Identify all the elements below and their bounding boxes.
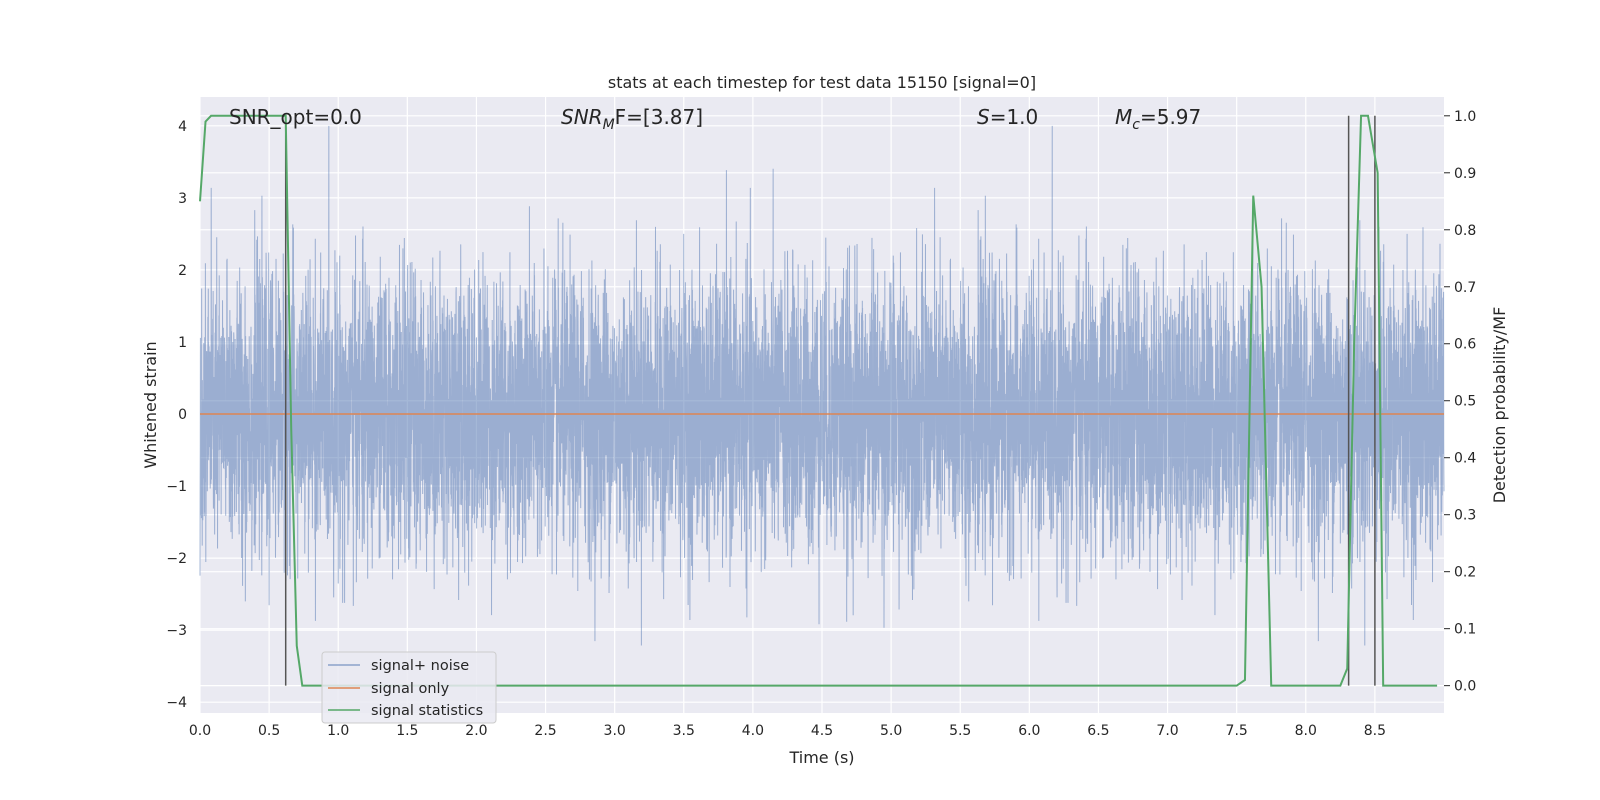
- x-tick-label: 1.5: [396, 723, 418, 739]
- x-tick-label: 4.0: [742, 723, 764, 739]
- y-axis-label: Whitened strain: [141, 341, 160, 468]
- x-tick-label: 6.0: [1018, 723, 1040, 739]
- y2-tick-label: 0.4: [1454, 451, 1476, 467]
- legend-label-signal-statistics: signal statistics: [371, 703, 483, 719]
- y2-tick-label: 0.0: [1454, 679, 1476, 695]
- x-tick-label: 3.0: [604, 723, 626, 739]
- s-value: =1.0: [990, 105, 1039, 129]
- x-tick-label: 3.5: [673, 723, 695, 739]
- y-tick-label: −4: [166, 695, 187, 711]
- y2-tick-label: 1.0: [1454, 109, 1476, 125]
- y-tick-label: 0: [178, 407, 187, 423]
- snr-mf-rest: F=[3.87]: [615, 105, 703, 129]
- ticks-layer: 0.0 0.5 1.0 1.5 2.0 2.5 3.0 3.5 4.0 4.5 5.0 5.5 6.0 6…: [166, 109, 1476, 739]
- legend: signal+ noise signal only signal statist…: [321, 651, 497, 724]
- mc-value: =5.97: [1140, 105, 1201, 129]
- legend-box: [321, 651, 497, 724]
- snr-mf-sub: M: [603, 117, 615, 133]
- x-tick-label: 6.5: [1087, 723, 1109, 739]
- x-tick-label: 5.5: [949, 723, 971, 739]
- series-layer: [199, 114, 1444, 687]
- y-tick-label: 1: [178, 335, 187, 351]
- x-tick-label: 7.5: [1226, 723, 1248, 739]
- y-tick-label: 2: [178, 263, 187, 279]
- x-tick-label: 8.0: [1295, 723, 1317, 739]
- y-tick-label: 3: [178, 191, 187, 207]
- y2-tick-label: 0.8: [1454, 223, 1476, 239]
- x-tick-label: 0.0: [189, 723, 211, 739]
- y2-tick-label: 0.9: [1454, 166, 1476, 182]
- y-tick-label: 4: [178, 119, 187, 135]
- mc-sub: c: [1132, 117, 1140, 133]
- y-tick-label: −2: [166, 551, 187, 567]
- y-tick-label: −3: [166, 623, 187, 639]
- annotation-snr-opt: SNR_opt=0.0: [229, 105, 362, 129]
- y2-tick-label: 0.3: [1454, 508, 1476, 524]
- x-tick-label: 8.5: [1364, 723, 1386, 739]
- x-tick-label: 4.5: [811, 723, 833, 739]
- legend-label-signal-noise: signal+ noise: [371, 658, 469, 674]
- snr-mf-base: SNR: [561, 105, 603, 129]
- y2-tick-label: 0.1: [1454, 622, 1476, 638]
- annotation-snr-mf: SNRMF=[3.87]: [561, 105, 703, 133]
- y2-tick-label: 0.5: [1454, 394, 1476, 410]
- s-symbol: S: [977, 105, 990, 129]
- x-tick-label: 0.5: [258, 723, 280, 739]
- x-tick-label: 2.5: [534, 723, 556, 739]
- chart-title: stats at each timestep for test data 151…: [608, 73, 1036, 92]
- series-line-signal-noise: [199, 125, 1445, 646]
- series-signal-noise: [199, 125, 1445, 646]
- y2-axis-label: Detection probability/MF: [1490, 307, 1509, 504]
- annotation-s: S=1.0: [977, 105, 1038, 129]
- mc-base: M: [1115, 105, 1132, 129]
- legend-label-signal-only: signal only: [371, 681, 450, 697]
- x-tick-label: 2.0: [465, 723, 487, 739]
- y2-tick-label: 0.7: [1454, 280, 1476, 296]
- x-tick-label: 1.0: [327, 723, 349, 739]
- x-tick-label: 5.0: [880, 723, 902, 739]
- x-tick-label: 7.0: [1156, 723, 1178, 739]
- y2-tick-label: 0.2: [1454, 565, 1476, 581]
- y2-tick-label: 0.6: [1454, 337, 1476, 353]
- y-tick-label: −1: [166, 479, 187, 495]
- x-axis-label: Time (s): [788, 748, 854, 767]
- annotation-mc: Mc=5.97: [1115, 105, 1201, 133]
- series-line-signal-statistics: [199, 114, 1438, 687]
